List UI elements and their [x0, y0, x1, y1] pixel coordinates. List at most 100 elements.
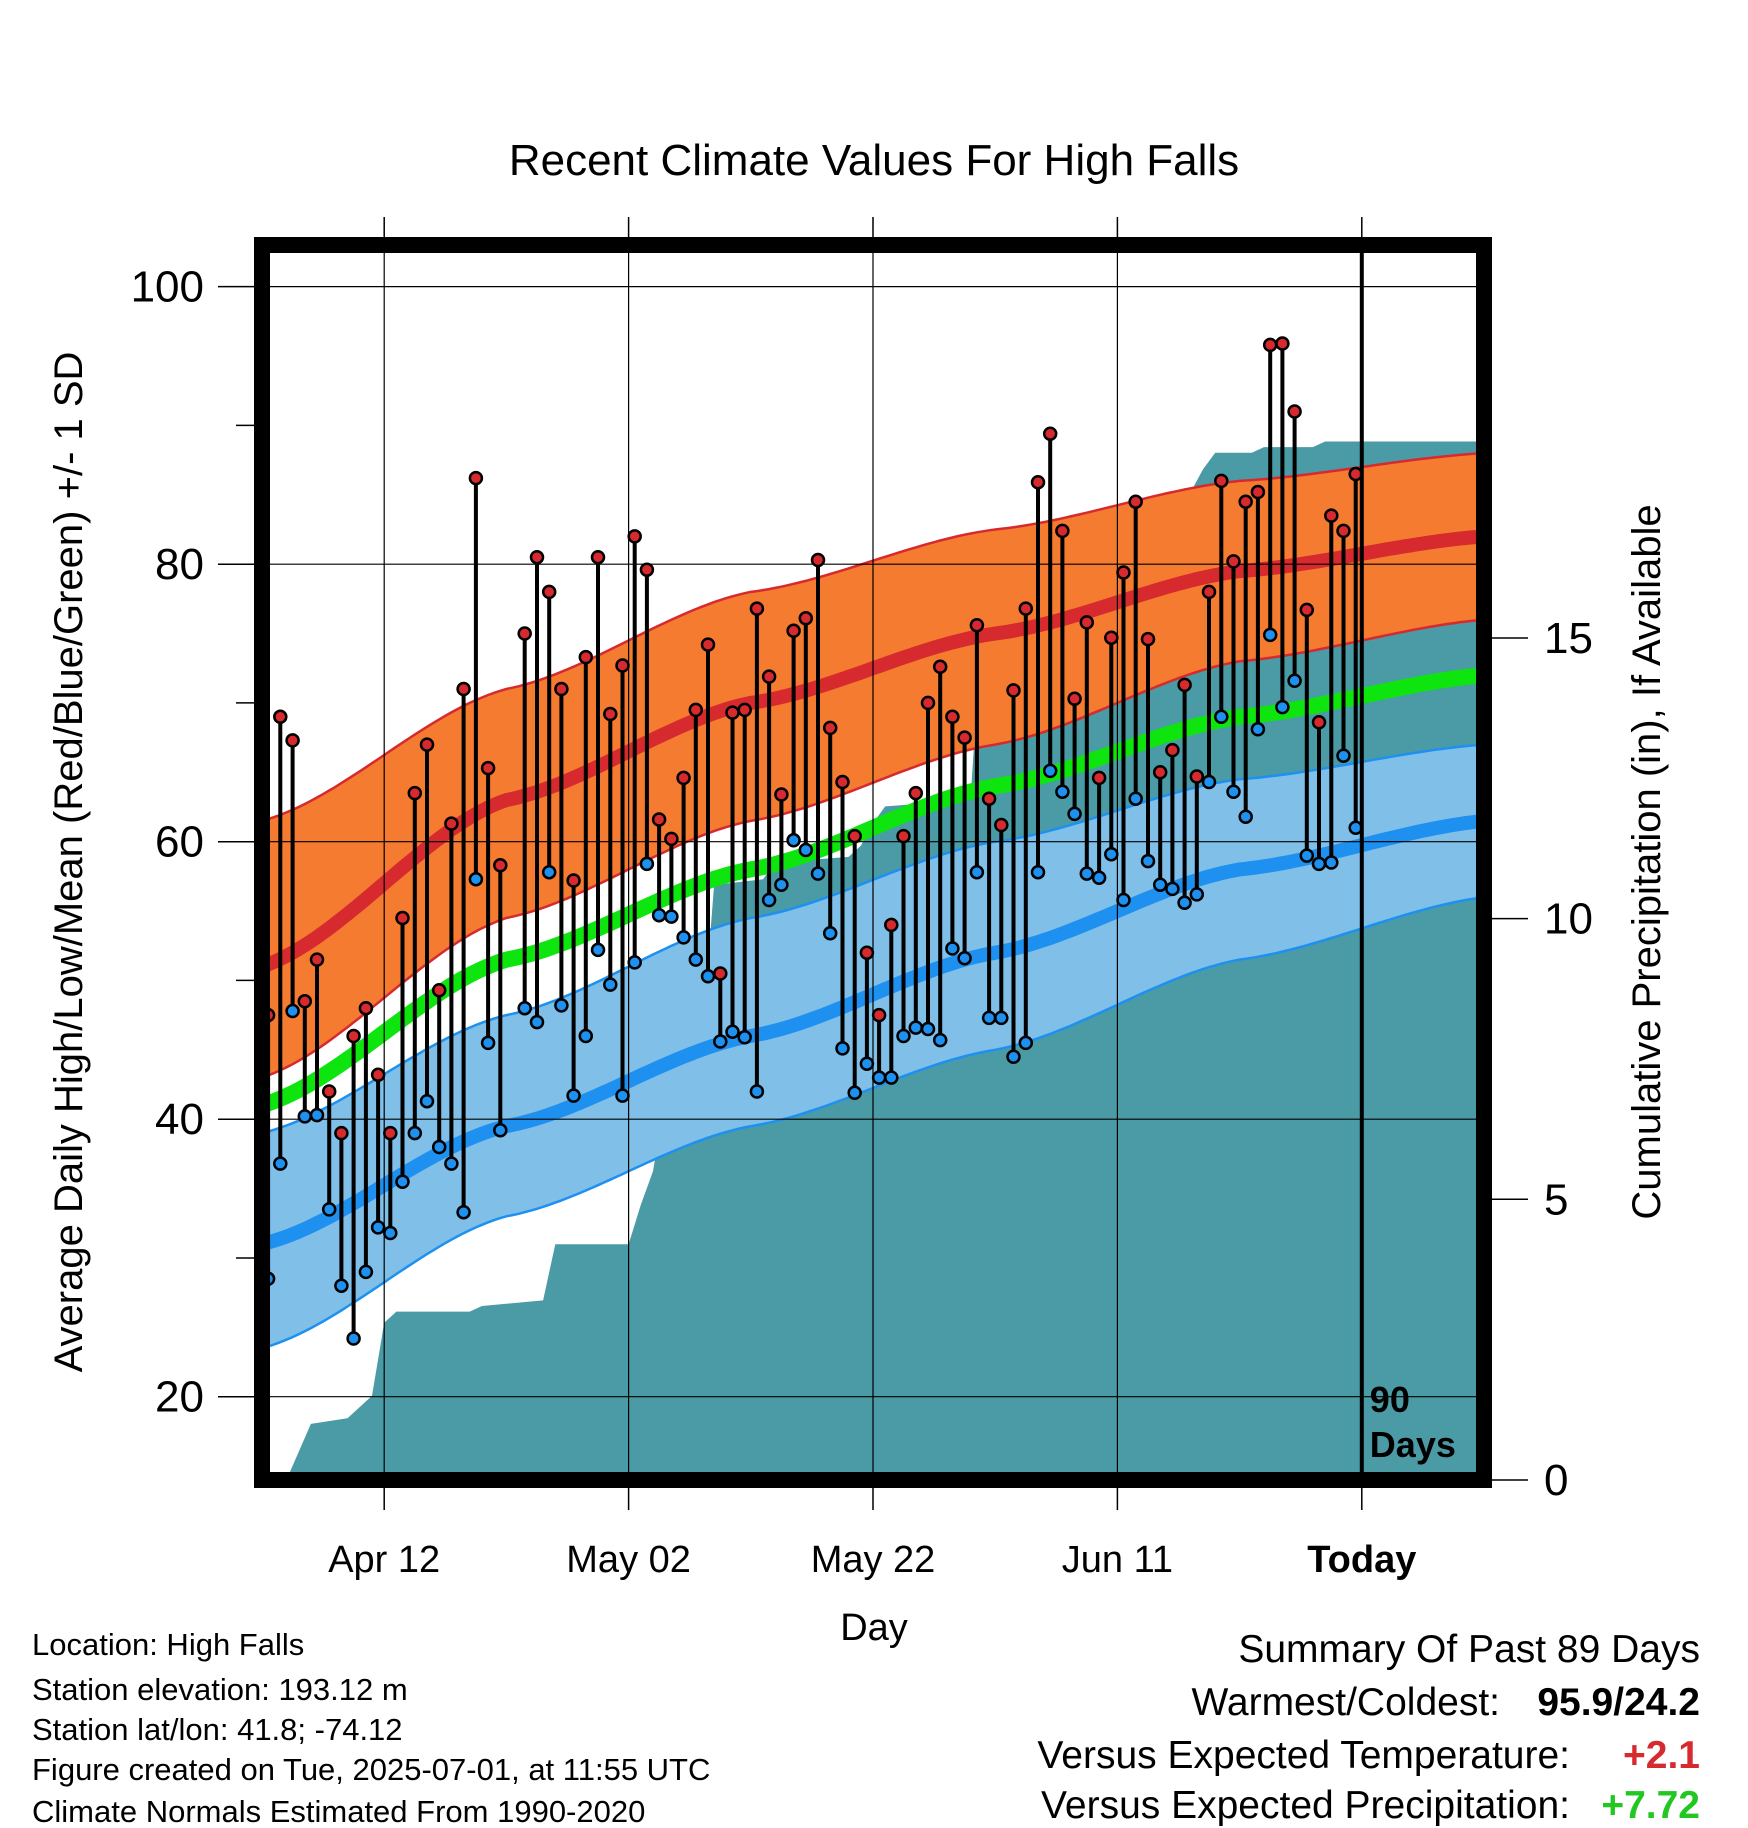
- today-annotation: Days: [1370, 1424, 1456, 1465]
- plot-area: [262, 245, 1484, 1480]
- y-tick-label: 20: [155, 1373, 204, 1422]
- daily-high-point: [688, 702, 704, 718]
- daily-high-point: [932, 659, 948, 675]
- daily-low-point: [1116, 892, 1131, 908]
- daily-low-point: [1250, 722, 1266, 737]
- daily-low-point: [1042, 763, 1058, 779]
- daily-high-point: [590, 549, 606, 565]
- daily-low-point: [835, 1041, 850, 1056]
- y-tick-label: 40: [155, 1095, 204, 1144]
- daily-high-point: [920, 695, 936, 711]
- daily-low-point: [1030, 864, 1046, 880]
- daily-high-point: [1250, 484, 1266, 500]
- daily-high-point: [1030, 475, 1046, 490]
- daily-high-point: [1287, 404, 1302, 419]
- daily-high-point: [1042, 426, 1058, 441]
- daily-low-point: [737, 1030, 752, 1045]
- daily-high-point: [566, 873, 581, 888]
- daily-low-point: [945, 941, 960, 956]
- x-tick-label: Today: [1307, 1539, 1416, 1581]
- daily-low-point: [444, 1156, 459, 1171]
- daily-low-point: [1262, 627, 1278, 643]
- info-created: Figure created on Tue, 2025-07-01, at 11…: [32, 1752, 710, 1787]
- daily-low-point: [285, 1003, 300, 1019]
- y-axis-label-right: Cumulative Precipitation (in), If Availa…: [1625, 504, 1669, 1219]
- summary-temp-label: Versus Expected Temperature:: [1037, 1734, 1570, 1777]
- daily-high-point: [1006, 683, 1021, 698]
- daily-high-point: [383, 1125, 398, 1141]
- daily-low-point: [664, 909, 679, 924]
- x-tick-label: May 22: [811, 1539, 936, 1581]
- daily-low-point: [1201, 774, 1217, 790]
- daily-low-point: [1214, 709, 1229, 725]
- y-axis-label-left: Average Daily High/Low/Mean (Red/Blue/Gr…: [47, 352, 91, 1373]
- daily-high-point: [1214, 473, 1229, 489]
- daily-high-point: [285, 733, 300, 748]
- daily-high-point: [468, 470, 484, 486]
- summary-precip-label: Versus Expected Precipitation:: [1041, 1784, 1570, 1827]
- daily-low-point: [749, 1084, 765, 1099]
- daily-low-point: [358, 1264, 374, 1280]
- daily-high-point: [431, 982, 447, 998]
- daily-high-point: [627, 529, 642, 544]
- daily-low-point: [1067, 806, 1082, 822]
- y-right-tick-label: 0: [1544, 1456, 1568, 1505]
- summary-precip-value: +7.72: [1601, 1784, 1700, 1827]
- daily-high-point: [725, 705, 740, 720]
- daily-high-point: [419, 737, 435, 752]
- daily-low-point: [1336, 748, 1351, 763]
- daily-low-point: [700, 969, 716, 984]
- daily-high-point: [554, 681, 569, 697]
- daily-high-point: [737, 702, 752, 718]
- chart-title: Recent Climate Values For High Falls: [509, 136, 1239, 185]
- daily-high-point: [1152, 765, 1168, 780]
- info-location: Location: High Falls: [32, 1627, 304, 1662]
- daily-high-point: [994, 817, 1009, 833]
- daily-low-point: [896, 1028, 911, 1044]
- daily-low-point: [920, 1021, 936, 1037]
- daily-high-point: [1299, 602, 1315, 618]
- daily-high-point: [456, 681, 471, 697]
- daily-high-point: [346, 1028, 361, 1044]
- daily-high-point: [1079, 615, 1095, 630]
- daily-low-point: [822, 926, 838, 941]
- daily-high-point: [297, 994, 313, 1009]
- daily-low-point: [981, 1010, 997, 1026]
- daily-low-point: [1165, 881, 1180, 897]
- daily-high-point: [578, 649, 594, 665]
- daily-low-point: [810, 866, 826, 881]
- daily-low-point: [431, 1139, 447, 1155]
- daily-low-point: [566, 1088, 581, 1103]
- y-right-tick-label: 10: [1544, 895, 1593, 944]
- daily-high-point: [1067, 691, 1082, 707]
- daily-low-point: [346, 1331, 361, 1346]
- info-normals: Climate Normals Estimated From 1990-2020: [32, 1794, 645, 1828]
- daily-high-point: [884, 917, 899, 933]
- daily-low-point: [1079, 866, 1095, 881]
- daily-low-point: [774, 877, 789, 892]
- daily-low-point: [994, 1010, 1009, 1026]
- daily-high-point: [639, 562, 655, 577]
- info-elevation: Station elevation: 193.12 m: [32, 1672, 408, 1707]
- daily-low-point: [578, 1028, 594, 1044]
- daily-high-point: [713, 966, 728, 981]
- daily-low-point: [1226, 784, 1241, 799]
- daily-high-point: [370, 1067, 386, 1083]
- daily-low-point: [468, 871, 484, 887]
- daily-high-point: [1140, 631, 1156, 647]
- station-info: Location: High Falls Station elevation: …: [32, 1627, 710, 1828]
- daily-low-point: [798, 842, 814, 858]
- daily-high-point: [871, 1007, 887, 1023]
- daily-high-point: [1055, 523, 1070, 539]
- x-tick-label: Apr 12: [328, 1539, 440, 1581]
- daily-high-point: [407, 785, 423, 801]
- daily-high-point: [847, 828, 862, 844]
- daily-low-point: [1091, 870, 1107, 886]
- x-axis-label: Day: [840, 1607, 908, 1649]
- info-latlon: Station lat/lon: 41.8; -74.12: [32, 1712, 403, 1747]
- y-tick-label: 80: [155, 540, 204, 589]
- daily-low-point: [615, 1088, 630, 1103]
- daily-high-point: [896, 828, 911, 844]
